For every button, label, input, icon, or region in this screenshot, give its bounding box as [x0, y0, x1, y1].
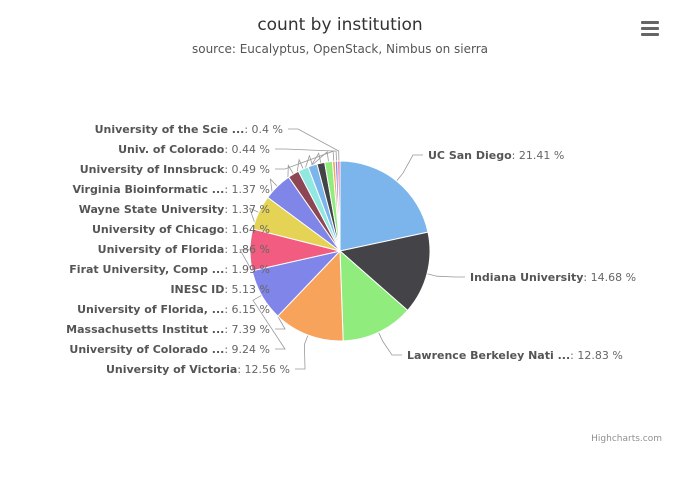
connector-line-university-of-the-scie: [288, 128, 340, 162]
pie-slice-university-of-victoria[interactable]: [277, 249, 344, 342]
data-label-university-of-the-scie: University of the Scie ...: 0.4 %: [95, 123, 283, 136]
data-label-university-of-chicago: University of Chicago: 1.64 %: [92, 223, 270, 236]
data-label-wayne-state-university: Wayne State University: 1.37 %: [79, 203, 270, 216]
pie-slice-indiana-university[interactable]: [338, 231, 431, 312]
data-label-virginia-bioinformatic: Virginia Bioinformatic ...: 1.37 %: [72, 183, 270, 196]
data-label-university-of-victoria: University of Victoria: 12.56 %: [106, 363, 290, 376]
data-label-uc-san-diego: UC San Diego: 21.41 %: [428, 149, 564, 162]
data-label-university-of-colorado: University of Colorado ...: 9.24 %: [69, 343, 270, 356]
data-label-univ-of-colorado: Univ. of Colorado: 0.44 %: [118, 143, 270, 156]
data-label-indiana-university: Indiana University: 14.68 %: [470, 271, 636, 284]
connector-line-lawrence-berkeley-nati: [378, 332, 402, 356]
data-label-university-of-innsbruck: University of Innsbruck: 0.49 %: [80, 163, 270, 176]
data-label-inesc-id: INESC ID: 5.13 %: [170, 283, 270, 296]
credits-link[interactable]: Highcharts.com: [591, 434, 662, 444]
connector-line-univ-of-colorado: [275, 148, 337, 162]
pie-slice-lawrence-berkeley-nati[interactable]: [339, 249, 409, 342]
data-label-university-of-florida: University of Florida: 1.86 %: [98, 243, 270, 256]
chart-subtitle: source: Eucalyptus, OpenStack, Nimbus on…: [191, 42, 489, 56]
pie-slice-university-of-the-scie[interactable]: [337, 160, 341, 252]
hamburger-menu-icon[interactable]: [638, 19, 662, 39]
connector-line-indiana-university: [427, 273, 465, 278]
connector-line-university-of-colorado: [252, 294, 286, 350]
data-label-massachusetts-institut: Massachusetts Institut ...: 7.39 %: [66, 323, 270, 336]
data-label-lawrence-berkeley-nati: Lawrence Berkeley Nati ...: 12.83 %: [407, 349, 623, 362]
connector-line-university-of-innsbruck: [275, 150, 335, 170]
data-label-firat-university-comp: Firat University, Comp ...: 1.99 %: [69, 263, 270, 276]
data-label-university-of-florida: University of Florida, ...: 6.15 %: [77, 303, 270, 316]
connector-line-university-of-victoria: [295, 334, 309, 370]
pie-slice-uc-san-diego[interactable]: [339, 160, 429, 252]
chart-title: count by institution: [257, 15, 423, 35]
connector-line-uc-san-diego: [396, 154, 423, 182]
